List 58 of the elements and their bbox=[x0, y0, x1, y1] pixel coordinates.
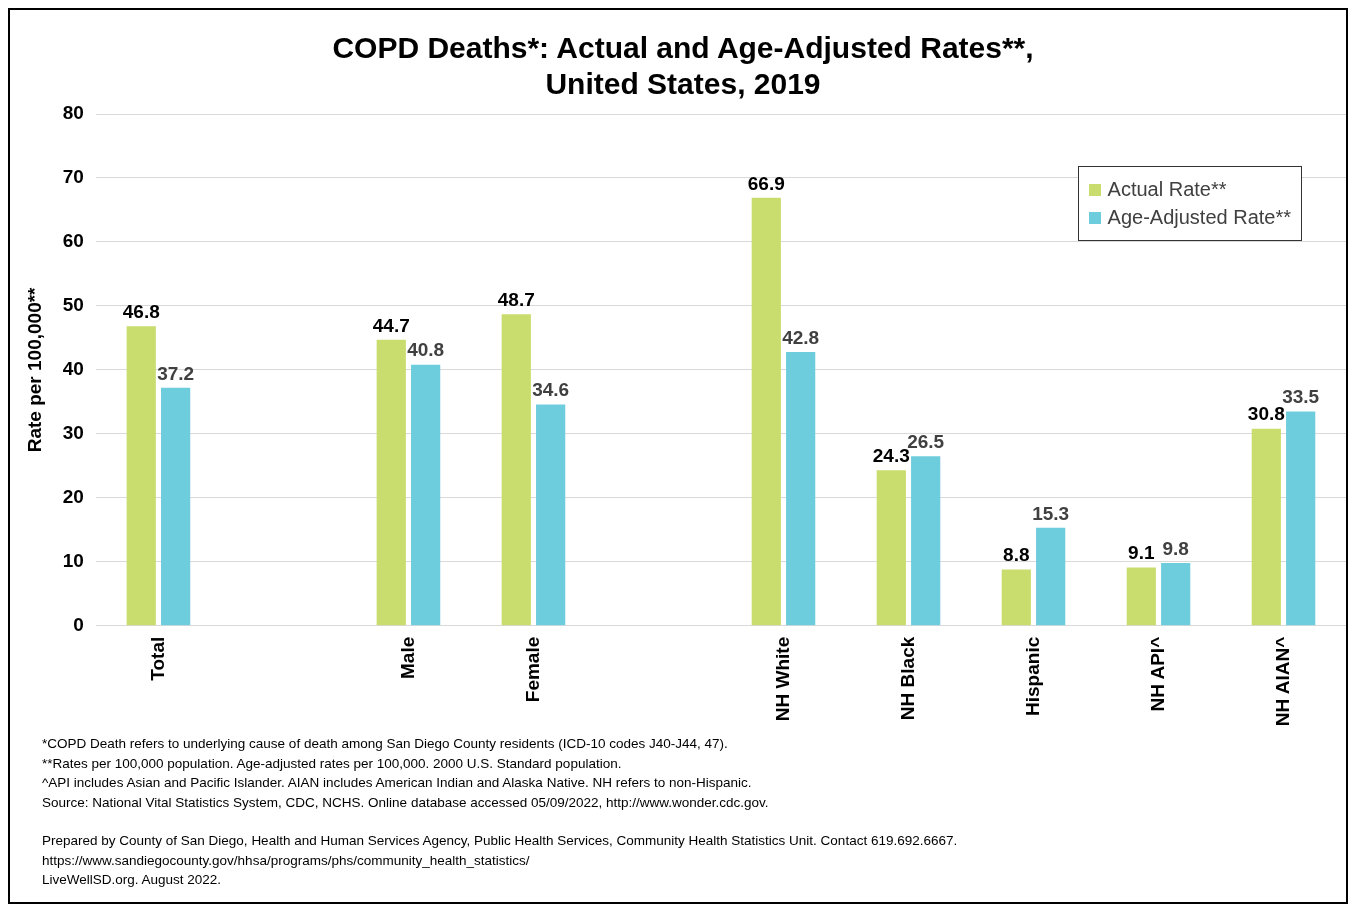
bar bbox=[536, 404, 566, 626]
y-tick-label: 10 bbox=[62, 550, 84, 572]
bar bbox=[126, 326, 156, 626]
text: **Rates per 100,000 population. Age-adjusted rates per 100,000. 2000 U.S. Standard population. bbox=[42, 754, 623, 773]
data-label: 48.7 bbox=[497, 288, 535, 310]
text: LiveWellSD.org. August 2022. bbox=[42, 871, 223, 889]
data-label: 33.5 bbox=[1282, 386, 1320, 408]
data-label: 42.8 bbox=[782, 326, 820, 348]
x-tick-label: NH White bbox=[771, 636, 793, 722]
data-label: 46.8 bbox=[122, 301, 160, 323]
x-tick-label: NH AIAN^ bbox=[1271, 636, 1293, 727]
bar bbox=[911, 456, 941, 626]
text: *COPD Death refers to underlying cause of death among San Diego County residents (ICD-10 codes J40-J44, 47). bbox=[42, 735, 729, 753]
y-tick-label: 0 bbox=[73, 613, 84, 635]
data-label: 37.2 bbox=[157, 362, 195, 384]
bar bbox=[1251, 428, 1281, 626]
x-tick-label: Hispanic bbox=[1021, 636, 1043, 716]
y-axis-title: Rate per 100,000** bbox=[23, 286, 45, 453]
data-label: 8.8 bbox=[1003, 544, 1030, 566]
x-tick-label: Total bbox=[146, 636, 168, 681]
bar bbox=[411, 364, 441, 626]
x-tick-label: Male bbox=[396, 636, 418, 679]
legend-label: Age-Adjusted Rate** bbox=[1107, 206, 1291, 229]
y-tick-label: 50 bbox=[62, 294, 84, 316]
data-label: 40.8 bbox=[407, 339, 445, 361]
data-label: 30.8 bbox=[1247, 403, 1285, 425]
y-tick-label: 80 bbox=[62, 102, 84, 124]
data-label: 9.1 bbox=[1128, 542, 1155, 564]
x-tick-label: NH Black bbox=[896, 636, 918, 721]
bar bbox=[751, 197, 781, 626]
data-label: 9.8 bbox=[1162, 537, 1189, 559]
bar bbox=[1286, 411, 1316, 626]
x-tick-label: Female bbox=[521, 636, 543, 703]
chart-title: COPD Deaths*: Actual and Age-Adjusted Rates**, United States, 2019 bbox=[332, 31, 1034, 101]
text: ^API includes Asian and Pacific Islander. AIAN includes American Indian and Alaska Native. NH refers to non-Hispanic. bbox=[42, 774, 753, 792]
bar bbox=[786, 351, 816, 626]
bar bbox=[161, 387, 191, 626]
data-label: 15.3 bbox=[1032, 502, 1070, 524]
bar bbox=[376, 339, 406, 626]
bar bbox=[1161, 563, 1191, 626]
x-tick-label: NH API^ bbox=[1146, 636, 1168, 712]
y-tick-label: 40 bbox=[62, 358, 84, 380]
source-note: Source: National Vital Statistics System, CDC, NCHS. Online database accessed 05/09/2022, http://www.wonder.cdc.gov. bbox=[42, 793, 770, 812]
text: https://www.sandiegocounty.gov/hhsa/programs/phs/community_health_statistics/ bbox=[42, 851, 531, 870]
bar bbox=[1001, 569, 1031, 626]
y-tick-label: 60 bbox=[62, 230, 84, 252]
data-label: 34.6 bbox=[532, 379, 570, 401]
y-tick-label: 30 bbox=[62, 422, 84, 444]
bar bbox=[1036, 527, 1066, 626]
data-label: 66.9 bbox=[747, 172, 785, 194]
data-label: 44.7 bbox=[372, 314, 410, 336]
y-tick-label: 70 bbox=[62, 166, 84, 188]
bar bbox=[1126, 567, 1156, 626]
bar bbox=[501, 314, 531, 626]
bar bbox=[876, 470, 906, 626]
y-tick-label: 20 bbox=[62, 486, 84, 508]
legend-label: Actual Rate** bbox=[1107, 178, 1227, 201]
text: Prepared by County of San Diego, Health and Human Services Agency, Public Health Services, Community Health Statistics Unit. Contact 619.692.6667. bbox=[42, 832, 959, 850]
